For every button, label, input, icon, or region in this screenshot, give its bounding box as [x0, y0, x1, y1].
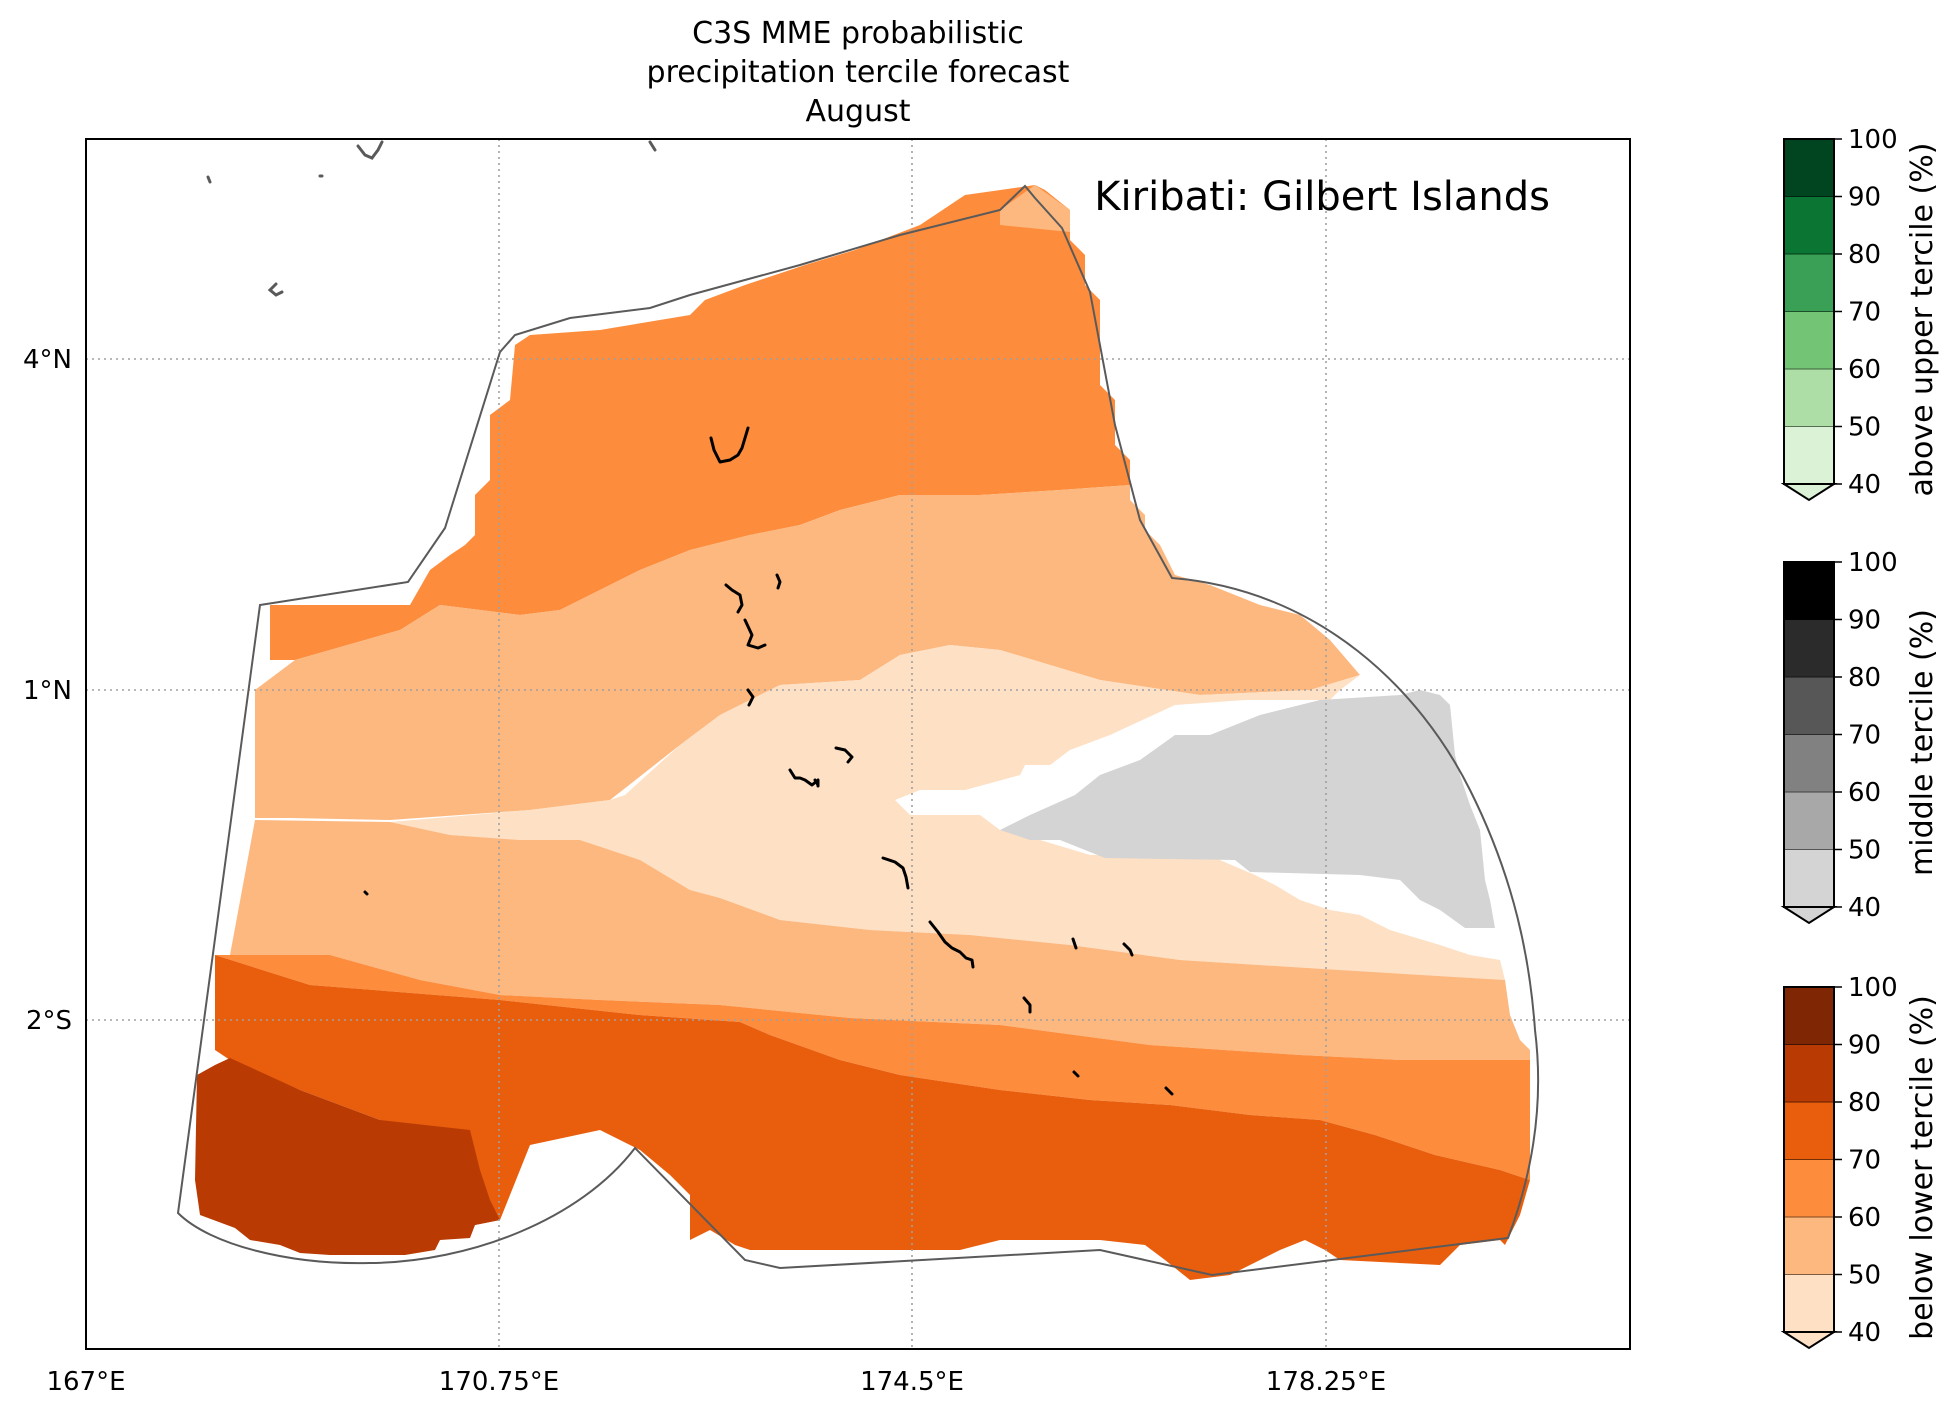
colorbar-segment — [1784, 311, 1834, 370]
colorbar-tick-label: 90 — [1848, 1031, 1881, 1061]
atoll-marakei — [775, 573, 782, 590]
atoll-abaiang — [724, 583, 744, 614]
colorbar-segment — [1784, 1044, 1834, 1103]
colorbar-middle: 40 50 60 70 80 90 100 middle tercile (%) — [1780, 548, 1940, 925]
map-panel: Kiribati: Gilbert Islands — [86, 139, 1630, 1349]
atoll-beru — [1071, 937, 1078, 950]
colorbar-segment — [1784, 426, 1834, 485]
graticule — [86, 139, 1630, 1349]
colorbar-segment — [1784, 987, 1834, 1045]
colorbar-tick-label: 70 — [1848, 1146, 1881, 1176]
island-nw-1 — [206, 175, 212, 184]
x-tick-label: 178.25°E — [1266, 1367, 1386, 1397]
x-tick-label: 170.75°E — [439, 1367, 559, 1397]
colorbar-tick-label: 100 — [1848, 973, 1898, 1003]
colorbar-segment — [1784, 619, 1834, 678]
colorbar-tick-label: 60 — [1848, 1203, 1881, 1233]
atoll-abemama — [834, 746, 854, 764]
y-tick-label: 1°N — [23, 676, 72, 706]
map-frame — [85, 138, 1631, 1350]
island-nw-3 — [356, 140, 384, 160]
below-band-50-60-north — [255, 185, 1360, 820]
atoll-onotoa — [1022, 996, 1032, 1014]
colorbar-tick-label: 70 — [1848, 298, 1881, 328]
x-axis: 167°E 170.75°E 174.5°E 178.25°E — [46, 1367, 1386, 1397]
island-nw-4 — [648, 140, 657, 152]
y-tick-label: 4°N — [23, 345, 72, 375]
colorbar-tick-label: 80 — [1848, 1088, 1881, 1118]
colorbar-label: above upper tercile (%) — [1905, 143, 1940, 497]
atoll-arorae — [1164, 1086, 1174, 1096]
atoll-coastlines — [363, 426, 1174, 1096]
colorbar-segment — [1784, 562, 1834, 620]
title-line-3: August — [806, 94, 911, 129]
below-band-60-70-north — [270, 185, 1130, 660]
colorbar-tick-label: 100 — [1848, 125, 1898, 155]
atoll-nonouti — [881, 856, 910, 890]
mask-gap-east — [1330, 675, 1380, 700]
below-band-60-70-south — [215, 955, 1530, 1180]
island-nw-5 — [267, 282, 284, 297]
x-tick-label: 174.5°E — [860, 1367, 964, 1397]
atoll-kuria — [788, 768, 820, 788]
colorbar-segment — [1784, 196, 1834, 255]
colorbar-tick-label: 80 — [1848, 240, 1881, 270]
colorbar-segment — [1784, 139, 1834, 197]
x-tick-label: 167°E — [46, 1367, 125, 1397]
middle-tercile-40-50 — [1000, 690, 1495, 928]
colorbar-tick-label: 80 — [1848, 663, 1881, 693]
atoll-banaba — [363, 890, 369, 896]
colorbar-tick-label: 40 — [1848, 893, 1881, 923]
colorbar-tick-label: 90 — [1848, 183, 1881, 213]
title-line-2: precipitation tercile forecast — [647, 55, 1070, 90]
y-axis: 4°N 1°N 2°S — [23, 345, 72, 1036]
colorbar-tick-label: 50 — [1848, 1261, 1881, 1291]
atoll-makin-butaritari — [709, 426, 750, 464]
colorbar-extend-arrow — [1780, 483, 1838, 502]
atoll-tabiteuea — [928, 920, 975, 969]
colorbar-tick-label: 40 — [1848, 1318, 1881, 1348]
colorbar-label: below lower tercile (%) — [1905, 995, 1940, 1340]
atoll-maiana — [746, 688, 755, 707]
colorbar-tick-label: 70 — [1848, 721, 1881, 751]
colorbar-segment — [1784, 254, 1834, 312]
y-tick-label: 2°S — [26, 1006, 72, 1036]
eez-boundary — [176, 184, 1540, 1277]
colorbar-extend-arrow — [1780, 1331, 1838, 1350]
colorbar-extend-arrow — [1780, 906, 1838, 925]
colorbar-segment — [1784, 1102, 1834, 1160]
colorbar-tick-label: 50 — [1848, 413, 1881, 443]
colorbar-segment — [1784, 1274, 1834, 1333]
colorbar-segment — [1784, 849, 1834, 908]
colorbar-tick-label: 100 — [1848, 548, 1898, 578]
colorbar-segment — [1784, 1217, 1834, 1275]
forecast-shading — [195, 185, 1530, 1280]
colorbar-tick-label: 60 — [1848, 778, 1881, 808]
below-band-70-80 — [215, 955, 1530, 1280]
colorbar-segment — [1784, 1159, 1834, 1218]
region-label: Kiribati: Gilbert Islands — [1094, 174, 1550, 220]
below-band-40-50 — [390, 645, 1505, 980]
atoll-aranuka — [813, 778, 820, 787]
colorbar-segment — [1784, 369, 1834, 427]
colorbar-segment — [1784, 677, 1834, 735]
colorbar-label: middle tercile (%) — [1905, 609, 1940, 876]
atoll-tamana — [1072, 1070, 1080, 1078]
colorbar-tick-label: 90 — [1848, 606, 1881, 636]
atoll-tarawa — [743, 618, 767, 650]
title-line-1: C3S MME probabilistic — [692, 16, 1024, 51]
colorbar-segment — [1784, 792, 1834, 850]
neighbouring-islands — [206, 140, 657, 297]
below-band-50-60-south — [230, 820, 1530, 1060]
colorbar-tick-label: 60 — [1848, 355, 1881, 385]
atoll-nikunau — [1122, 942, 1134, 957]
colorbar-tick-label: 40 — [1848, 470, 1881, 500]
colorbar-tick-label: 50 — [1848, 836, 1881, 866]
below-band-80-90 — [195, 1058, 500, 1255]
colorbar-segment — [1784, 734, 1834, 793]
